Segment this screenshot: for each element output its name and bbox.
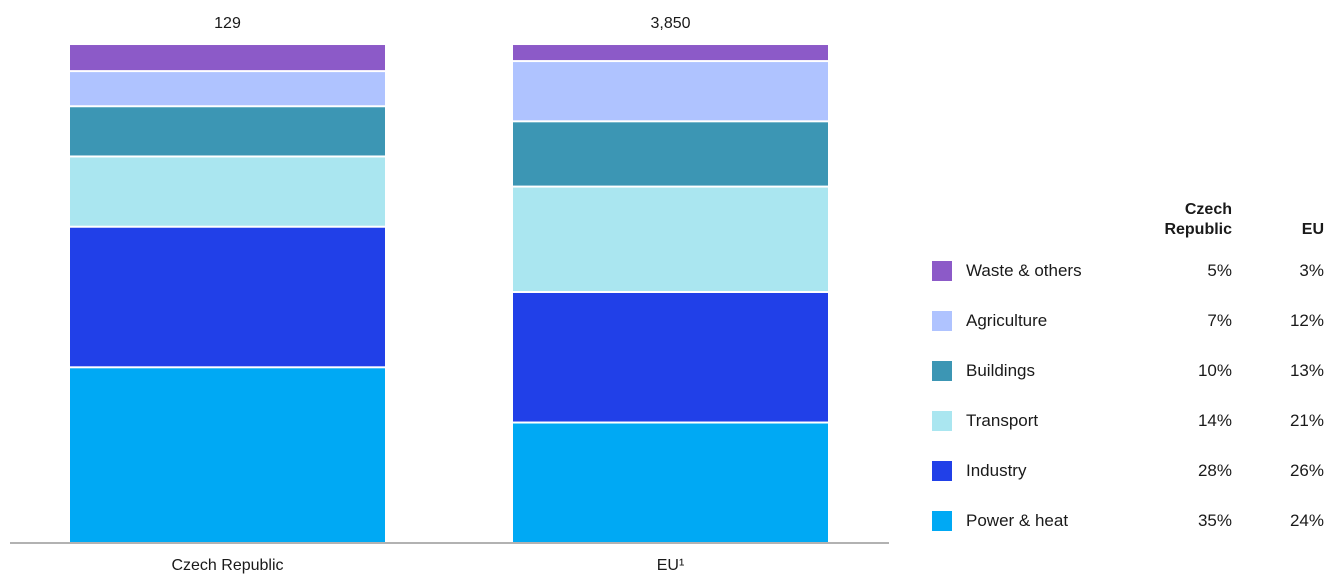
legend-label: Transport bbox=[966, 411, 1039, 430]
bar-segment-transport-0 bbox=[70, 157, 385, 226]
bar-segment-agriculture-1 bbox=[513, 62, 828, 121]
legend-value-czech: 7% bbox=[1207, 311, 1232, 330]
bar-segment-power-heat-1 bbox=[513, 423, 828, 542]
bar-segment-buildings-0 bbox=[70, 107, 385, 156]
category-label: Czech Republic bbox=[171, 557, 283, 574]
bar-segment-transport-1 bbox=[513, 187, 828, 291]
legend-value-eu: 24% bbox=[1289, 511, 1324, 530]
legend-label: Agriculture bbox=[966, 311, 1048, 330]
stacked-bar-chart: 129 Czech Republic 3,850 EU¹ bbox=[10, 15, 889, 574]
legend-swatch bbox=[932, 461, 952, 481]
legend-row: Power & heat 35% 24% bbox=[932, 496, 1324, 546]
legend-swatch bbox=[932, 361, 952, 381]
legend-col-header-czech: Czech Republic bbox=[1164, 201, 1232, 238]
legend-value-czech: 10% bbox=[1197, 361, 1232, 380]
bar-segment-industry-0 bbox=[70, 227, 385, 367]
legend-label: Buildings bbox=[966, 361, 1035, 380]
bar-segment-waste-others-0 bbox=[70, 45, 385, 71]
bar-segment-power-heat-0 bbox=[70, 368, 385, 542]
category-label: EU¹ bbox=[657, 557, 685, 574]
legend-col-header-eu: EU bbox=[1301, 221, 1324, 238]
bar-segment-agriculture-0 bbox=[70, 72, 385, 106]
legend-row: Waste & others 5% 3% bbox=[932, 246, 1324, 296]
bar-segment-industry-1 bbox=[513, 293, 828, 422]
legend-row: Buildings 10% 13% bbox=[932, 346, 1324, 396]
legend-swatch bbox=[932, 511, 952, 531]
legend-value-eu: 3% bbox=[1299, 261, 1324, 280]
legend-value-czech: 35% bbox=[1197, 511, 1232, 530]
legend-value-czech: 14% bbox=[1197, 411, 1232, 430]
legend-row: Industry 28% 26% bbox=[932, 446, 1324, 496]
legend-label: Industry bbox=[966, 461, 1027, 480]
legend-value-eu: 13% bbox=[1289, 361, 1324, 380]
legend-rows: Waste & others 5% 3% Agriculture 7% 12% Buildi… bbox=[932, 246, 1324, 546]
bar-total-label: 129 bbox=[214, 15, 241, 32]
legend-row: Agriculture 7% 12% bbox=[932, 296, 1324, 346]
legend-header: Czech Republic EU bbox=[932, 196, 1324, 246]
legend-value-eu: 12% bbox=[1289, 311, 1324, 330]
legend-label: Waste & others bbox=[966, 261, 1082, 280]
legend-row: Transport 14% 21% bbox=[932, 396, 1324, 446]
legend-swatch bbox=[932, 261, 952, 281]
legend-value-czech: 5% bbox=[1207, 261, 1232, 280]
legend-value-eu: 26% bbox=[1289, 461, 1324, 480]
legend-value-czech: 28% bbox=[1197, 461, 1232, 480]
bar-segment-waste-others-1 bbox=[513, 45, 828, 61]
legend-swatch bbox=[932, 411, 952, 431]
legend-value-eu: 21% bbox=[1289, 411, 1324, 430]
legend-table: Czech Republic EU Waste & others 5% 3% Agri… bbox=[932, 196, 1324, 546]
bar-total-label: 3,850 bbox=[650, 15, 690, 32]
bar-segment-buildings-1 bbox=[513, 122, 828, 186]
legend-label: Power & heat bbox=[966, 511, 1069, 530]
legend-swatch bbox=[932, 311, 952, 331]
